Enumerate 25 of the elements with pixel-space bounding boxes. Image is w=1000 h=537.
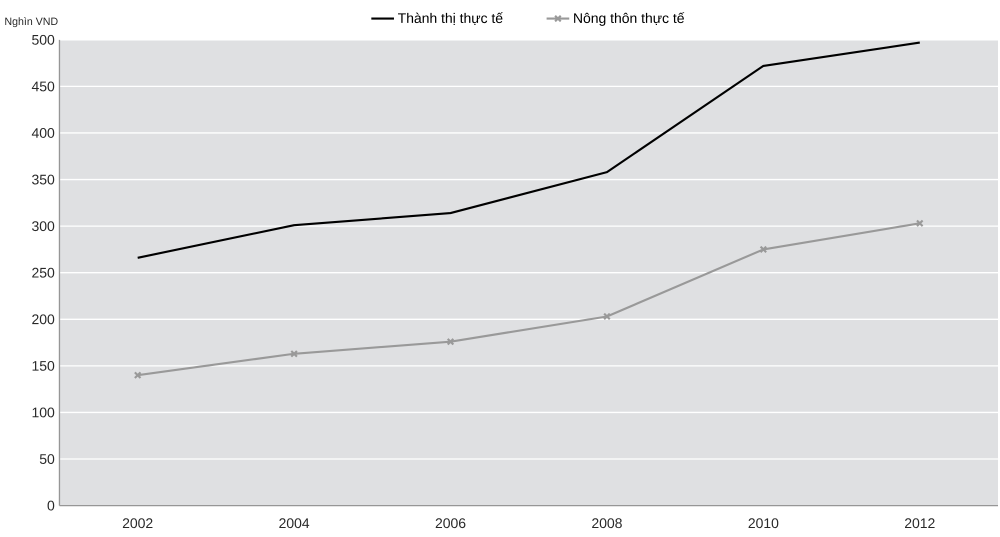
legend-label: Nông thôn thực tế (574, 12, 684, 26)
x-tick-label: 2012 (905, 518, 935, 528)
point (603, 312, 611, 320)
y-tick-label: 150 (32, 360, 54, 371)
y-tick-label: 50 (40, 454, 54, 464)
x-tick-label: 2008 (592, 518, 622, 528)
y-tick-label: 400 (32, 128, 54, 138)
x-tick-label: 2004 (279, 518, 310, 528)
y-tick-label: 450 (32, 81, 54, 92)
y-tick-label: 100 (32, 407, 54, 418)
x-tick-label: 2006 (436, 518, 466, 528)
point (759, 245, 768, 254)
y-tick-label: 300 (32, 220, 54, 231)
y-tick-label: 250 (32, 268, 54, 278)
y-tick-label: 200 (32, 314, 54, 324)
y-tick-label: 0 (48, 500, 54, 510)
line-series (136, 41, 921, 259)
legend-label: Thành thị thực tế (398, 12, 503, 25)
point (290, 350, 298, 358)
point (446, 338, 454, 346)
x-tick-label: 2010 (748, 518, 778, 528)
y-tick-label: 350 (32, 174, 54, 184)
y-axis-title: Nghìn VND (5, 16, 58, 27)
y-tick-label: 500 (32, 34, 54, 45)
x-tick-label: 2002 (122, 518, 152, 528)
